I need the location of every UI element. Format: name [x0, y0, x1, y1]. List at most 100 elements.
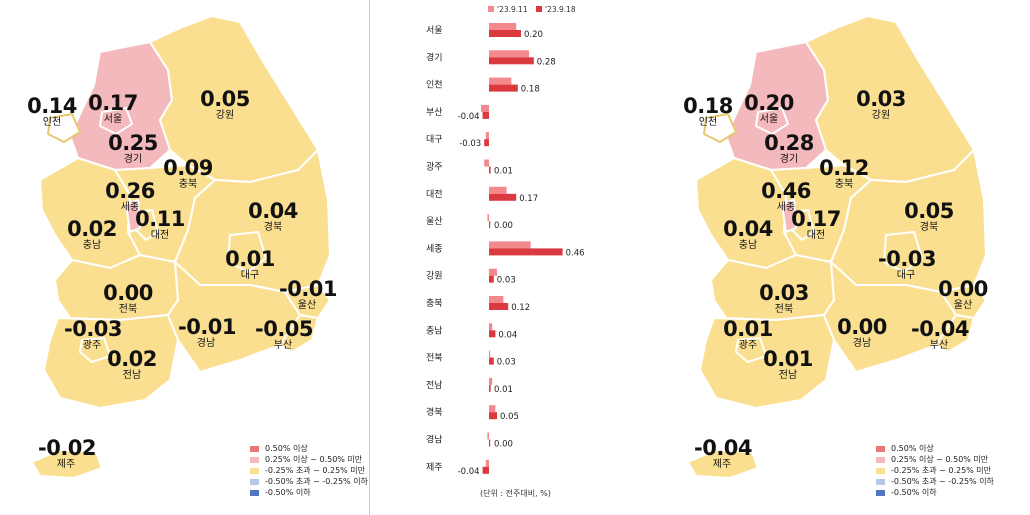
bar-curr [489, 166, 491, 174]
region-label-경기: 0.28 경기 [761, 132, 817, 166]
region-value: 0.18 [683, 94, 733, 118]
bar-curr [489, 248, 563, 256]
region-name: 대구 [240, 270, 260, 281]
legend-swatch [876, 489, 885, 496]
legend-item: 0.25% 이상 ~ 0.50% 미만 [876, 454, 994, 465]
region-label-충북: 0.09 충북 [160, 157, 216, 191]
map-region-광주 [734, 336, 768, 364]
map-region-울산 [939, 283, 988, 320]
bar-curr [489, 357, 494, 365]
weekly-bar-chart-panel: '23.9.11 '23.9.18 서울 0.20 경기 0.28 인천 0.18 부산 -0.0… [372, 0, 640, 515]
legend-label: -0.25% 초과 ~ 0.25% 미만 [891, 466, 992, 475]
map-region-인천 [702, 112, 738, 144]
bar-prev [487, 432, 489, 440]
region-value: 0.00 [103, 281, 153, 305]
bar-prev [489, 77, 512, 85]
region-value: 0.03 [856, 87, 906, 111]
data-label: 0.04 [498, 330, 517, 340]
category-label: 충남 [426, 325, 443, 336]
bar-prev [489, 23, 517, 30]
region-label-부산: -0.04 부산 [911, 317, 970, 352]
map-region-서울 [754, 106, 790, 136]
region-label-서울: 0.17 서울 [85, 92, 141, 126]
category-label: 부산 [426, 107, 443, 118]
chart-legend-label: '23.9.18 [545, 5, 576, 14]
data-label: 0.12 [511, 303, 530, 313]
region-value: 0.05 [200, 87, 250, 111]
region-label-광주: 0.01 광주 [720, 318, 776, 352]
bar-prev [489, 350, 491, 358]
region-name: 전남 [122, 370, 142, 381]
region-name: 전북 [118, 304, 138, 315]
region-value: 0.14 [27, 94, 77, 118]
region-name: 충북 [834, 179, 854, 190]
bar-curr [489, 30, 521, 37]
region-label-대구: -0.03 대구 [878, 248, 937, 282]
region-label-전북: 0.03 전북 [756, 282, 812, 316]
region-name: 인천 [698, 117, 718, 128]
data-label: 0.03 [497, 358, 516, 368]
region-name: 울산 [297, 300, 317, 311]
category-label: 대전 [426, 189, 443, 200]
region-value: 0.28 [764, 131, 814, 155]
data-label: 0.01 [494, 385, 513, 395]
bar-prev [489, 296, 504, 303]
region-name: 대전 [806, 230, 826, 241]
region-value: 0.11 [135, 207, 185, 231]
region-label-강원: 0.05 강원 [197, 88, 253, 122]
bar-prev [489, 50, 529, 58]
region-name: 경기 [779, 154, 799, 165]
region-label-경남: 0.00 경남 [834, 316, 890, 350]
region-value: -0.04 [694, 436, 753, 460]
map-region-제주 [30, 448, 104, 480]
legend-label: -0.50% 이하 [265, 488, 311, 497]
data-label: -0.03 [459, 139, 481, 149]
map-region-울산 [283, 283, 332, 320]
region-label-인천: 0.14 인천 [24, 95, 80, 129]
region-label-강원: 0.03 강원 [853, 88, 909, 122]
region-value: 0.17 [791, 207, 841, 231]
right-map-panel: 0.18 인천 0.20 서울 0.28 경기 0.03 강원 0.12 충북 0.46 세종 0.17… [640, 0, 1030, 515]
region-name: 광주 [82, 340, 102, 351]
legend-swatch [876, 456, 885, 463]
region-label-대구: 0.01 대구 [222, 248, 278, 282]
data-label: 0.28 [537, 57, 556, 67]
data-label: 0.03 [497, 276, 516, 286]
region-value: 0.00 [938, 277, 988, 301]
legend-swatch [250, 478, 259, 485]
chart-legend-swatch [536, 6, 542, 12]
legend-label: 0.50% 이상 [265, 444, 308, 453]
region-name: 경남 [852, 338, 872, 349]
region-label-경남: -0.01 경남 [178, 315, 237, 350]
region-name: 충남 [82, 240, 102, 251]
region-value: -0.03 [64, 317, 123, 341]
region-value: -0.01 [178, 315, 237, 339]
region-name: 서울 [103, 114, 123, 125]
chart-legend-swatch [488, 6, 494, 12]
bar-curr [482, 466, 489, 474]
category-label: 광주 [426, 161, 443, 173]
region-value: 0.00 [837, 315, 887, 339]
panel-divider [369, 0, 370, 515]
bar-curr [484, 139, 489, 147]
region-name: 인천 [42, 117, 62, 128]
region-value: 0.01 [763, 347, 813, 371]
region-value: -0.04 [911, 317, 970, 341]
map-region-인천 [46, 112, 82, 144]
region-name: 대구 [896, 270, 916, 281]
region-value: 0.17 [88, 91, 138, 115]
category-label: 대구 [426, 134, 443, 145]
right-legend: 0.50% 이상 0.25% 이상 ~ 0.50% 미만 -0.25% 초과 ~ 0… [876, 443, 994, 498]
category-label: 충북 [426, 298, 443, 309]
region-name: 서울 [759, 114, 779, 125]
region-value: 0.12 [819, 156, 869, 180]
region-label-경북: 0.04 경북 [245, 200, 301, 234]
bar-curr [482, 111, 489, 119]
map-region-부산 [934, 313, 976, 354]
region-label-대전: 0.17 대전 [788, 208, 844, 242]
bar-curr [489, 57, 534, 65]
bar-curr [489, 439, 491, 447]
region-name: 강원 [215, 110, 235, 121]
region-value: 0.09 [163, 156, 213, 180]
data-label: 0.01 [494, 167, 513, 177]
